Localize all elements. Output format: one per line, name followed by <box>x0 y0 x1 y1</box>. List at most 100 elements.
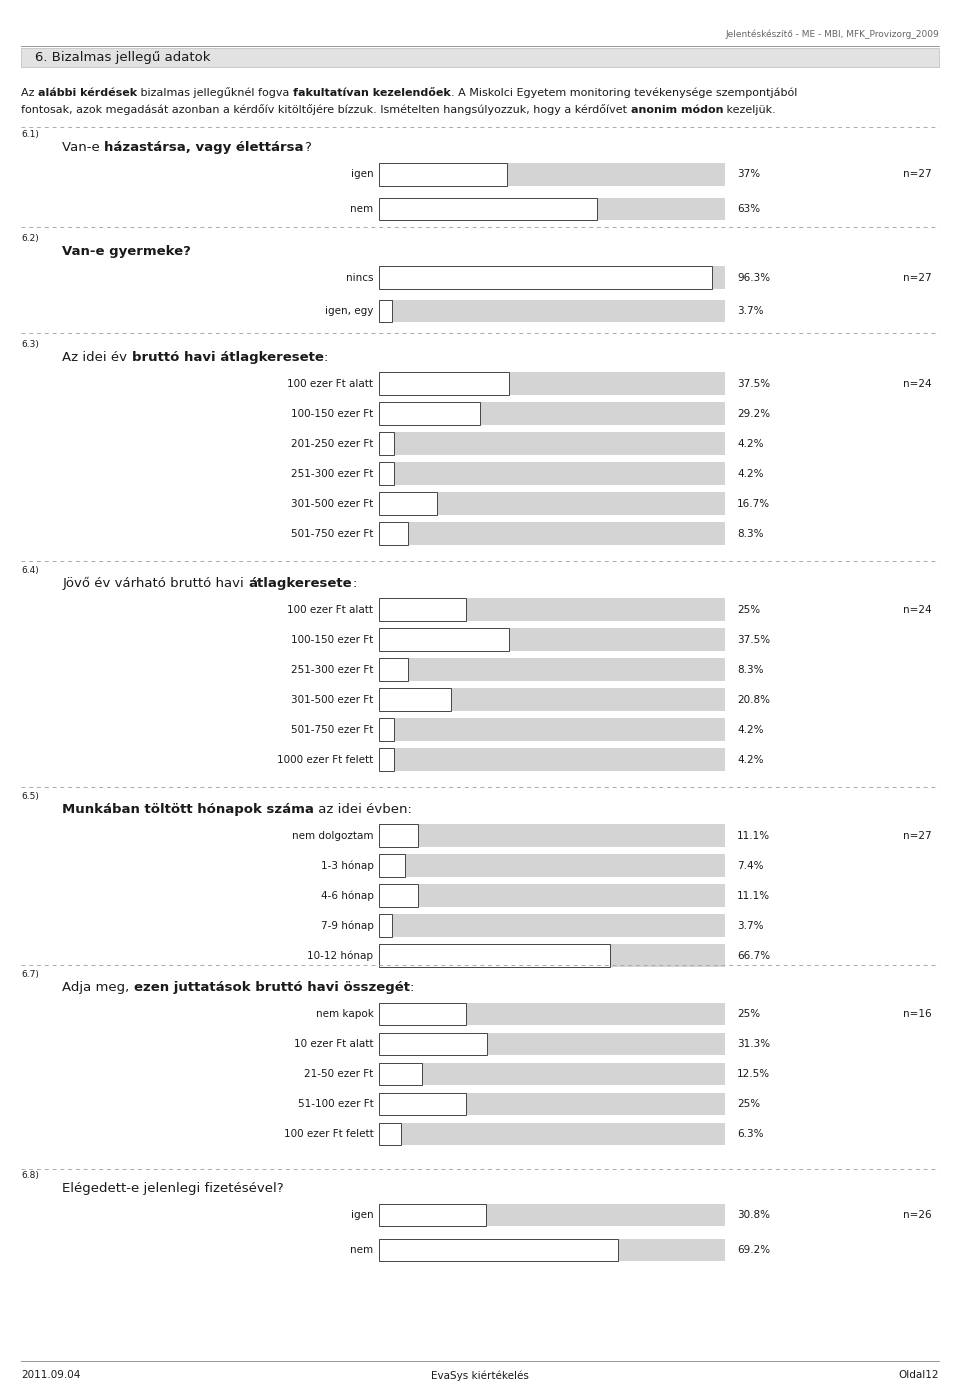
Text: 1000 ezer Ft felett: 1000 ezer Ft felett <box>277 755 373 764</box>
Text: n=27: n=27 <box>902 830 931 841</box>
Text: n=24: n=24 <box>902 604 931 615</box>
Bar <box>379 372 509 395</box>
Bar <box>379 1123 401 1145</box>
Bar <box>379 884 418 907</box>
Text: 100-150 ezer Ft: 100-150 ezer Ft <box>291 409 373 418</box>
Bar <box>379 402 480 424</box>
Text: igen: igen <box>350 1209 373 1221</box>
Bar <box>379 523 725 545</box>
Text: 6. Bizalmas jellegű adatok: 6. Bizalmas jellegű adatok <box>35 52 210 64</box>
Text: :: : <box>410 981 415 995</box>
Text: 8.3%: 8.3% <box>737 664 764 675</box>
Text: 10-12 hónap: 10-12 hónap <box>307 950 373 961</box>
Bar <box>379 300 392 322</box>
Text: 4.2%: 4.2% <box>737 469 764 478</box>
Text: ezen juttatások bruttó havi összegét: ezen juttatások bruttó havi összegét <box>133 981 410 995</box>
Bar <box>379 748 725 770</box>
Bar <box>379 628 509 650</box>
Bar <box>379 1063 422 1085</box>
Text: 6.7): 6.7) <box>21 971 39 979</box>
Text: 6.8): 6.8) <box>21 1172 39 1180</box>
Text: 100-150 ezer Ft: 100-150 ezer Ft <box>291 635 373 644</box>
Bar <box>379 163 725 186</box>
Text: 6.3%: 6.3% <box>737 1129 764 1140</box>
Text: 6.4): 6.4) <box>21 566 38 575</box>
Bar <box>379 463 725 485</box>
Text: 3.7%: 3.7% <box>737 306 764 317</box>
Bar <box>379 689 725 711</box>
Text: 37.5%: 37.5% <box>737 635 771 644</box>
Text: 37%: 37% <box>737 169 760 180</box>
Bar <box>21 49 939 67</box>
Text: n=16: n=16 <box>902 1009 931 1020</box>
Bar <box>379 598 725 621</box>
Text: 100 ezer Ft felett: 100 ezer Ft felett <box>284 1129 373 1140</box>
Bar <box>379 1063 725 1085</box>
Text: 4.2%: 4.2% <box>737 438 764 449</box>
Text: Jövő év várható bruttó havi: Jövő év várható bruttó havi <box>62 576 249 590</box>
Text: 1-3 hónap: 1-3 hónap <box>321 861 373 870</box>
Bar <box>379 432 394 455</box>
Text: az idei évben:: az idei évben: <box>314 802 412 816</box>
Bar <box>379 718 394 741</box>
Text: :: : <box>352 576 356 590</box>
Text: 3.7%: 3.7% <box>737 921 764 930</box>
Text: 251-300 ezer Ft: 251-300 ezer Ft <box>291 469 373 478</box>
Bar <box>379 266 725 289</box>
Bar <box>379 1239 618 1261</box>
Text: n=27: n=27 <box>902 272 931 283</box>
Text: :: : <box>324 350 328 364</box>
Bar <box>379 198 597 220</box>
Text: nem kapok: nem kapok <box>316 1009 373 1020</box>
Text: átlagkeresete: átlagkeresete <box>249 576 352 590</box>
Bar <box>379 1032 488 1055</box>
Text: 6.2): 6.2) <box>21 234 38 243</box>
Text: 66.7%: 66.7% <box>737 950 771 961</box>
Text: 4.2%: 4.2% <box>737 755 764 764</box>
Bar <box>379 689 451 711</box>
Text: alábbi kérdések: alábbi kérdések <box>38 88 137 98</box>
Text: nincs: nincs <box>346 272 373 283</box>
Bar <box>379 402 725 424</box>
Text: 16.7%: 16.7% <box>737 498 771 509</box>
Bar <box>379 198 725 220</box>
Text: 6.1): 6.1) <box>21 130 39 140</box>
Text: 25%: 25% <box>737 1009 760 1020</box>
Text: Adja meg,: Adja meg, <box>62 981 133 995</box>
Text: 301-500 ezer Ft: 301-500 ezer Ft <box>291 695 373 704</box>
Text: bruttó havi átlagkeresete: bruttó havi átlagkeresete <box>132 350 324 364</box>
Bar <box>379 824 418 847</box>
Text: Az: Az <box>21 88 38 98</box>
Bar <box>379 718 725 741</box>
Text: igen, egy: igen, egy <box>325 306 373 317</box>
Bar <box>379 492 437 515</box>
Bar <box>379 628 725 650</box>
Bar <box>379 1239 725 1261</box>
Text: Munkában töltött hónapok száma: Munkában töltött hónapok száma <box>62 802 314 816</box>
Text: 29.2%: 29.2% <box>737 409 771 418</box>
Text: 63%: 63% <box>737 204 760 215</box>
Text: igen: igen <box>350 169 373 180</box>
Text: 4.2%: 4.2% <box>737 724 764 735</box>
Bar <box>379 884 725 907</box>
Bar <box>379 1094 725 1116</box>
Text: nem dolgoztam: nem dolgoztam <box>292 830 373 841</box>
Text: 501-750 ezer Ft: 501-750 ezer Ft <box>291 529 373 538</box>
Text: 21-50 ezer Ft: 21-50 ezer Ft <box>304 1069 373 1080</box>
Text: 12.5%: 12.5% <box>737 1069 771 1080</box>
Bar <box>379 748 394 770</box>
Text: nem: nem <box>350 1244 373 1256</box>
Text: nem: nem <box>350 204 373 215</box>
Bar <box>379 915 725 937</box>
Text: Van-e gyermeke?: Van-e gyermeke? <box>62 244 191 258</box>
Text: . A Miskolci Egyetem monitoring tevékenysége szempontjából: . A Miskolci Egyetem monitoring tevékeny… <box>451 88 797 98</box>
Bar <box>379 658 725 681</box>
Text: 2011.09.04: 2011.09.04 <box>21 1370 81 1381</box>
Bar <box>379 1123 725 1145</box>
Text: kezeljük.: kezeljük. <box>723 105 776 114</box>
Text: bizalmas jellegűknél fogva: bizalmas jellegűknél fogva <box>137 88 293 98</box>
Text: anonim módon: anonim módon <box>631 105 723 114</box>
Bar <box>379 915 392 937</box>
Text: 100 ezer Ft alatt: 100 ezer Ft alatt <box>287 604 373 615</box>
Text: 10 ezer Ft alatt: 10 ezer Ft alatt <box>294 1039 373 1049</box>
